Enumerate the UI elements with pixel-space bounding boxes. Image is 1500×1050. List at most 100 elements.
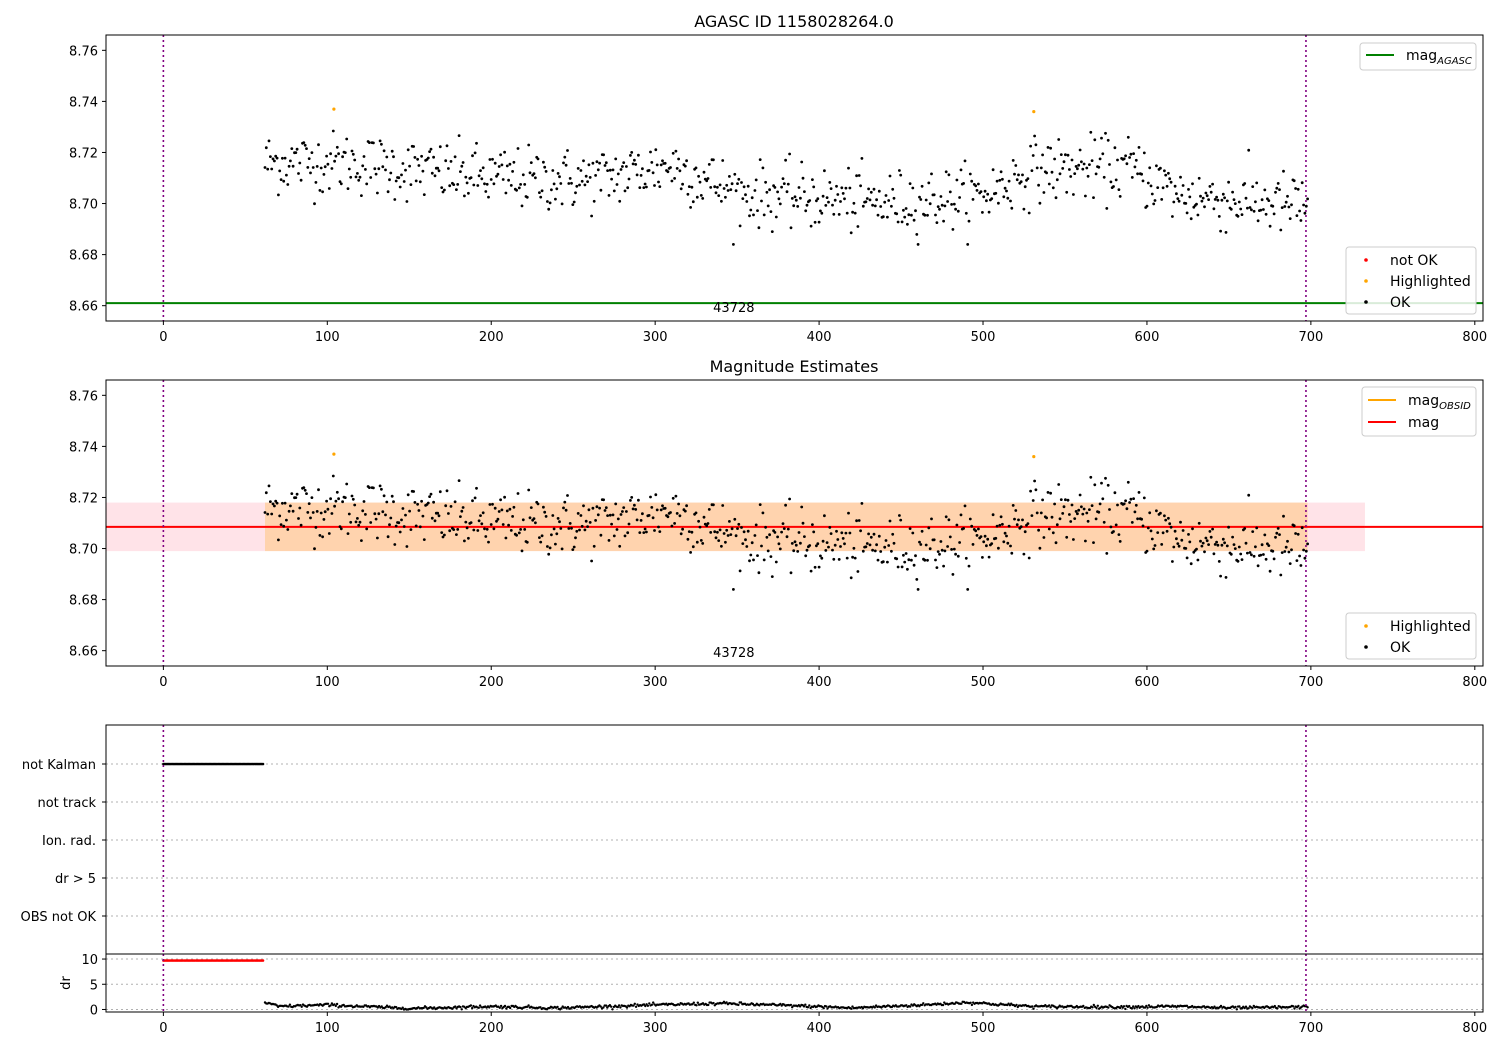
ok-point [1250,553,1253,557]
ok-point [1263,533,1267,537]
ok-point [720,199,723,203]
y-tick-label: 8.68 [69,249,98,264]
ok-point [638,186,642,190]
ok-point [353,158,357,162]
ok-point [1283,550,1287,553]
ok-point [476,184,480,187]
ok-point [634,163,638,166]
ok-point [517,531,521,535]
ok-point [825,196,829,200]
ok-point [1117,533,1121,536]
ok-point [678,169,682,173]
ok-point [394,524,398,528]
ok-point [273,159,276,163]
ok-point [319,511,323,515]
obsid-label: 43728 [713,646,754,661]
ok-point [1118,540,1122,543]
ok-point [497,165,501,168]
ok-point [559,182,563,185]
ok-point [1017,518,1020,522]
ok-point [839,200,842,203]
ok-point [860,502,864,505]
ok-point [1302,203,1305,207]
ok-point [1205,539,1209,543]
ok-point [808,544,812,547]
ok-point [745,200,749,203]
ok-point [1271,549,1275,553]
ok-point [572,545,576,549]
dr-point [599,1005,602,1008]
dr-point [652,1001,655,1004]
ok-point [1080,160,1083,164]
ok-point [966,588,970,591]
ok-point [773,186,777,189]
ok-point [891,187,895,191]
ok-point [1171,560,1174,563]
ok-point [1013,172,1016,176]
ok-point [588,521,592,524]
ok-point [936,550,940,553]
ok-point [928,202,932,206]
ok-point [1250,208,1253,212]
ok-point [853,211,857,215]
ok-point [1105,207,1109,210]
ok-point [397,521,401,525]
ok-point [416,502,419,506]
ok-point [836,538,840,541]
ok-point [1006,541,1010,545]
ok-point [766,204,770,208]
ok-point [1039,166,1043,170]
ok-point [768,188,771,192]
y-tick-label: 8.70 [69,543,98,558]
ok-point [1145,204,1149,208]
ok-point [1287,550,1291,554]
ok-point [932,538,936,542]
ok-point [1014,509,1018,512]
ok-point [491,502,494,506]
ok-point [1187,533,1190,536]
ok-point [935,221,939,225]
dr-point [725,1001,728,1004]
ok-point [347,512,351,516]
ok-point [1180,193,1184,197]
ok-point [362,155,366,158]
ok-point [1215,540,1218,544]
ok-point [1059,153,1063,157]
ok-point [1074,165,1078,168]
dr-point [1128,1004,1131,1008]
ok-point [1057,483,1061,486]
ok-point [918,195,921,199]
ok-point [433,174,437,178]
ok-point [808,199,812,202]
ok-point [654,148,658,152]
ok-point [318,534,322,537]
ok-point [374,517,378,521]
ok-point [1286,539,1289,543]
ok-point [987,210,991,214]
ok-point [645,530,648,534]
ok-point [516,147,520,150]
ok-point [1177,199,1181,203]
ok-point [579,169,583,172]
ok-point [1010,551,1014,555]
ok-point [1089,130,1093,134]
ok-point [768,533,771,537]
ok-point [548,546,552,550]
ok-point [726,534,730,537]
ok-point [637,153,640,157]
ok-point [934,213,937,217]
ok-point [823,514,826,518]
ok-point [891,532,895,536]
ok-point [952,202,956,206]
ok-point [1058,517,1062,521]
ok-point [788,152,791,156]
ok-point [1212,207,1216,211]
ok-point [776,190,779,194]
ok-point [455,188,458,192]
ok-point [1116,503,1119,507]
ok-point [273,504,276,508]
ok-point [501,523,505,526]
ok-point [1246,551,1249,555]
ok-point [373,512,377,516]
